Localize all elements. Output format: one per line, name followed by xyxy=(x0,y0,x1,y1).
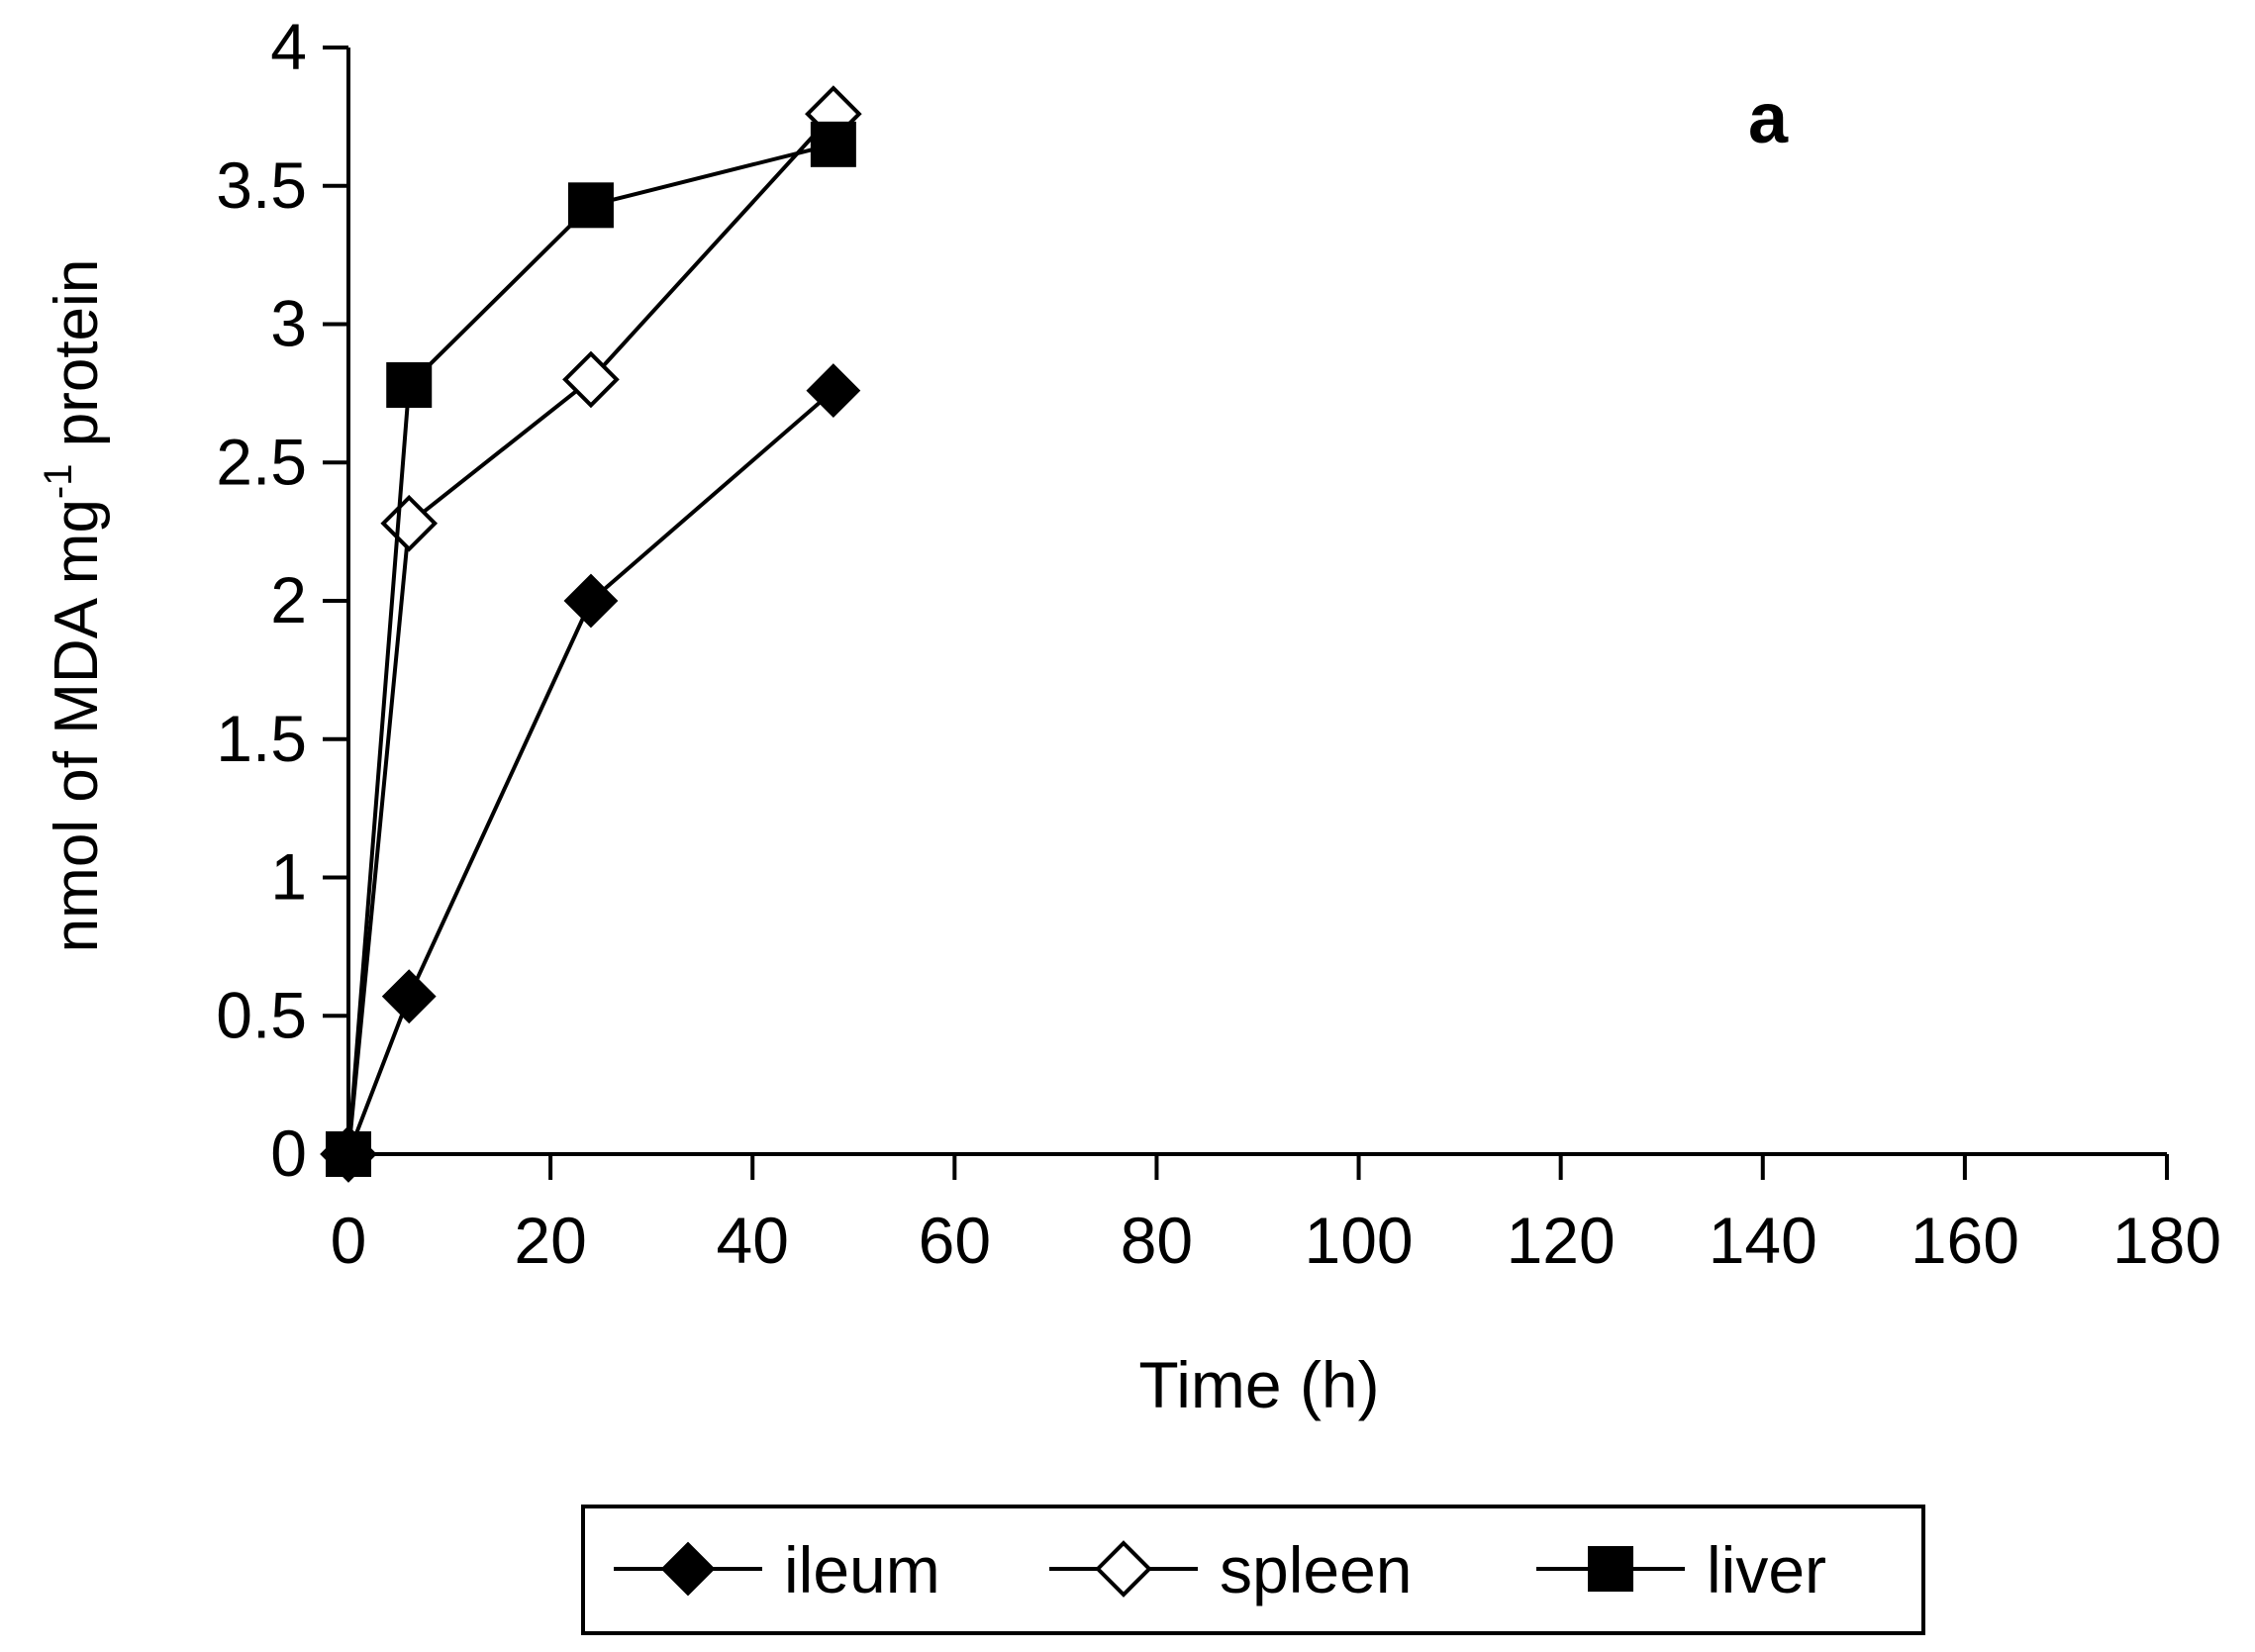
legend-marker-liver xyxy=(1588,1546,1633,1592)
y-tick-label: 2.5 xyxy=(216,425,307,498)
data-point-liver xyxy=(810,121,856,167)
legend: ileum spleen liver xyxy=(581,1505,1925,1635)
series-line-liver xyxy=(346,142,834,1155)
x-tick-label: 80 xyxy=(1121,1204,1193,1277)
x-tick-label: 0 xyxy=(331,1204,367,1277)
x-tick-label: 160 xyxy=(1911,1204,2019,1277)
data-point-spleen xyxy=(380,494,439,552)
series-line-ileum xyxy=(346,389,835,1155)
series-line-spleen xyxy=(346,112,835,1155)
y-tick-label: 1 xyxy=(270,840,307,914)
legend-box xyxy=(581,1505,1925,1635)
y-tick-label: 3.5 xyxy=(216,148,307,222)
x-tick-label: 20 xyxy=(514,1204,586,1277)
x-tick-label: 120 xyxy=(1507,1204,1616,1277)
y-tick-label: 4 xyxy=(270,10,307,83)
y-tick-label: 0 xyxy=(270,1117,307,1190)
series-group xyxy=(320,85,862,1183)
legend-item-spleen: spleen xyxy=(1049,1533,1413,1606)
y-tick-label: 3 xyxy=(270,287,307,360)
data-point-ileum xyxy=(381,969,437,1024)
x-tick-label: 60 xyxy=(919,1204,991,1277)
legend-item-liver: liver xyxy=(1536,1533,1826,1606)
x-tick-label: 140 xyxy=(1709,1204,1817,1277)
legend-item-ileum: ileum xyxy=(614,1533,940,1606)
y-axis-title: nmol of MDA mg-1 protein xyxy=(37,259,111,953)
panel-label: a xyxy=(1748,79,1789,158)
data-point-liver xyxy=(386,361,433,408)
legend-marker-ileum xyxy=(660,1541,716,1597)
axes xyxy=(346,48,2167,1156)
x-axis-title: Time (h) xyxy=(1138,1348,1379,1421)
data-point-liver xyxy=(567,182,614,229)
x-tick-label: 40 xyxy=(717,1204,789,1277)
y-tick-label: 2 xyxy=(270,563,307,636)
data-point-ileum xyxy=(806,363,861,418)
y-axis-title-main: nmol of MDA mg xyxy=(43,499,111,952)
y-axis-title-superscript: -1 xyxy=(37,463,80,499)
series-liver xyxy=(326,121,856,1177)
legend-label-ileum: ileum xyxy=(784,1533,940,1606)
data-point-ileum xyxy=(563,573,619,629)
data-point-spleen xyxy=(562,350,620,409)
x-tick-label: 180 xyxy=(2112,1204,2221,1277)
x-axis-ticks: 0 20 40 60 80 100 120 140 160 180 xyxy=(331,1154,2221,1277)
x-tick-label: 100 xyxy=(1304,1204,1413,1277)
y-tick-label: 1.5 xyxy=(216,702,307,775)
series-ileum xyxy=(321,363,861,1182)
y-axis-ticks: 0 0.5 1 1.5 2 2.5 3 3.5 4 xyxy=(216,10,348,1190)
data-point-liver xyxy=(326,1131,371,1177)
legend-marker-spleen xyxy=(1095,1540,1152,1598)
y-axis-title-suffix: protein xyxy=(43,259,111,464)
y-tick-label: 0.5 xyxy=(216,978,307,1051)
legend-label-liver: liver xyxy=(1707,1533,1826,1606)
legend-label-spleen: spleen xyxy=(1220,1533,1413,1606)
